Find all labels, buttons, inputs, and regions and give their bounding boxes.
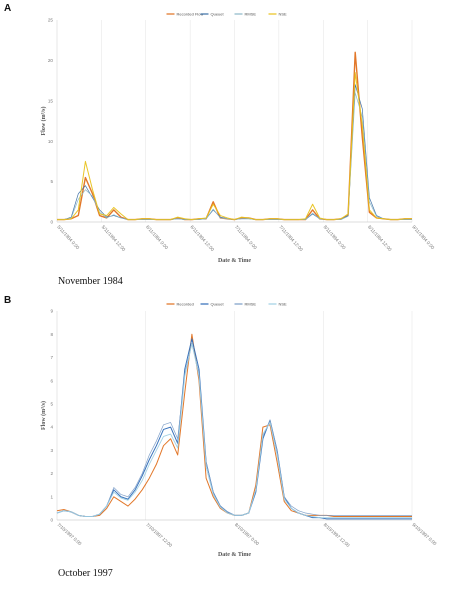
x-tick-label: 8/11/1984 0:00 xyxy=(323,224,347,250)
x-tick-label: 9/10/1997 0:00 xyxy=(411,522,437,547)
x-tick-label: 8/10/1997 0:00 xyxy=(234,522,260,547)
y-tick-label: 20 xyxy=(48,58,54,63)
y-tick-label: 15 xyxy=(48,98,54,103)
x-tick-label: 5/11/1984 12:00 xyxy=(101,224,127,252)
panel-a-caption: November 1984 xyxy=(58,276,123,287)
y-axis-title: Flow (m³/s) xyxy=(40,401,47,430)
x-tick-label: 7/11/1984 0:00 xyxy=(234,224,258,250)
panel-a-letter: A xyxy=(4,3,12,14)
chart-b: 7/10/1997 0:00 7/10/1997 12:00 8/10/1997 0… xyxy=(40,301,438,558)
chart-a: 5/11/1984 0:00 5/11/1984 12:00 6/11/1984 0… xyxy=(40,11,436,264)
x-axis-title: Date & Time xyxy=(218,552,251,558)
x-tick-label: 9/11/1984 0:00 xyxy=(411,224,435,250)
y-tick-label: 6 xyxy=(50,378,53,383)
x-tick-label: 6/11/1984 12:00 xyxy=(189,224,215,252)
panel-b-caption: October 1997 xyxy=(58,568,113,579)
y-tick-label: 5 xyxy=(50,179,53,184)
y-tick-label: 2 xyxy=(50,471,53,476)
y-tick-label: 4 xyxy=(50,425,53,430)
legend-label: Queuet xyxy=(211,11,225,16)
legend-label: Recorded Flow xyxy=(177,11,204,16)
y-tick-label: 0 xyxy=(50,518,53,523)
legend-label: RMSE xyxy=(245,301,257,306)
legend-label: NSE xyxy=(279,301,288,306)
y-tick-label: 3 xyxy=(50,448,53,453)
x-tick-label: 8/11/1984 12:00 xyxy=(367,224,393,252)
x-tick-label: 7/10/1997 0:00 xyxy=(56,522,82,547)
y-tick-label: 10 xyxy=(48,139,54,144)
panel-b-letter: B xyxy=(4,295,12,306)
y-tick-label: 0 xyxy=(50,220,53,225)
y-axis-title: Flow (m³/s) xyxy=(40,107,47,136)
y-tick-label: 8 xyxy=(50,332,53,337)
x-tick-label: 6/11/1984 0:00 xyxy=(145,224,169,250)
y-tick-label: 9 xyxy=(50,309,53,314)
x-axis-title: Date & Time xyxy=(218,258,251,264)
legend-label: NSE xyxy=(279,11,288,16)
y-tick-label: 1 xyxy=(50,494,53,499)
legend-label: RMSE xyxy=(245,11,257,16)
y-tick-label: 5 xyxy=(50,401,53,406)
x-tick-label: 7/10/1997 12:00 xyxy=(145,522,173,548)
y-tick-label: 7 xyxy=(50,355,53,360)
y-tick-label: 25 xyxy=(48,18,54,23)
series-line-nse xyxy=(57,72,412,221)
legend-label: Recorded xyxy=(177,301,194,306)
x-tick-label: 7/11/1984 12:00 xyxy=(278,224,304,252)
x-tick-label: 5/11/1984 0:00 xyxy=(56,224,80,250)
series-line-nse xyxy=(56,343,412,519)
legend-label: Queuet xyxy=(211,301,225,306)
x-tick-label: 8/10/1997 12:00 xyxy=(323,522,351,548)
